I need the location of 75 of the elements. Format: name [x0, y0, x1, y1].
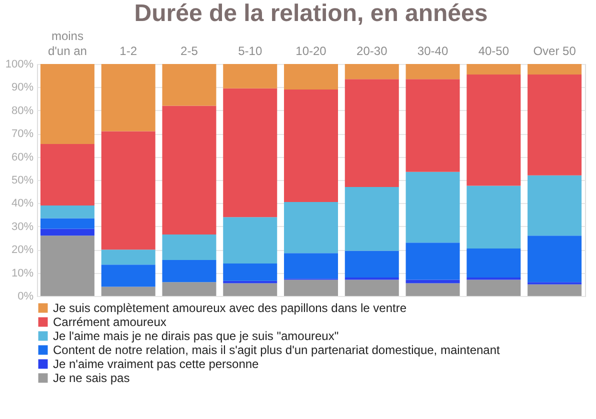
- legend-label: Carrément amoureux: [53, 315, 166, 329]
- bar: [344, 64, 399, 80]
- x-tick-label: Over 50: [533, 44, 576, 58]
- bar: [528, 64, 582, 74]
- x-tick-label: 1-2: [120, 44, 138, 58]
- bar: [284, 280, 338, 296]
- x-tick-label: 2-5: [180, 44, 198, 58]
- bar: [284, 253, 338, 279]
- legend-label: Je suis complètement amoureux avec des papillons dans le ventre: [53, 301, 407, 315]
- bar: [466, 64, 521, 74]
- y-tick-label: 30%: [11, 220, 34, 233]
- y-tick-label: 40%: [11, 198, 34, 210]
- bar: [406, 79, 460, 172]
- bar: [344, 186, 399, 251]
- bar: [406, 242, 460, 280]
- bar: [528, 175, 582, 236]
- chart-title: Durée de la relation, en années: [134, 0, 488, 27]
- y-tick-label: 70%: [11, 128, 34, 140]
- bar: [40, 64, 94, 144]
- legend-label: Je ne sais pas: [53, 371, 130, 385]
- y-tick-label: 10%: [11, 267, 34, 280]
- bar: [344, 79, 399, 187]
- x-tick-label: 10-20: [296, 44, 327, 58]
- bar: [162, 234, 216, 260]
- bar: [223, 264, 278, 281]
- bar: [40, 218, 94, 229]
- legend-label: Je l'aime mais je ne dirais pas que je suis "amoureux": [53, 329, 339, 343]
- bar: [466, 280, 521, 296]
- bar: [344, 280, 399, 296]
- bar: [284, 64, 338, 90]
- y-tick-label: 80%: [11, 104, 34, 117]
- bar: [101, 250, 156, 265]
- x-tick-label: 20-30: [356, 44, 388, 58]
- bar: [162, 64, 216, 106]
- x-tick-label: 30-40: [417, 44, 448, 58]
- bar: [162, 282, 216, 296]
- y-tick-label: 60%: [11, 151, 34, 164]
- bar: [223, 88, 278, 218]
- bar: [162, 106, 216, 235]
- bar: [223, 64, 278, 88]
- x-tick-label: 5-10: [238, 44, 262, 58]
- y-tick-label: 20%: [11, 244, 34, 256]
- bar: [466, 248, 521, 278]
- y-tick-label: 50%: [11, 174, 34, 186]
- bar: [162, 260, 216, 282]
- bar: [466, 74, 521, 186]
- bar: [40, 236, 94, 296]
- bar: [284, 202, 338, 254]
- bar: [528, 284, 582, 296]
- y-tick-label: 0%: [18, 290, 34, 302]
- legend-label: Content de notre relation, mais il s'agit plus d'un partenariat domestique, maintenant: [53, 343, 501, 357]
- bar: [528, 236, 582, 282]
- x-tick-label: moins d'un an: [48, 29, 87, 58]
- bar: [223, 283, 278, 296]
- x-tick-label: 40-50: [478, 44, 510, 58]
- bar: [101, 64, 156, 132]
- bar: [466, 277, 521, 280]
- y-tick-label: 90%: [11, 82, 34, 94]
- bar: [466, 186, 521, 248]
- bar: [406, 283, 460, 296]
- legend-label: Je n'aime vraiment pas cette personne: [53, 357, 260, 371]
- bar: [223, 217, 278, 264]
- bar: [406, 64, 460, 80]
- bar: [101, 131, 156, 250]
- bar: [344, 277, 399, 280]
- bar: [528, 74, 582, 176]
- y-tick-label: 100%: [5, 58, 34, 70]
- bar: [40, 228, 94, 236]
- bar: [344, 250, 399, 278]
- bar: [40, 206, 94, 218]
- bar: [101, 264, 156, 287]
- bar: [40, 144, 94, 206]
- bar: [101, 286, 156, 296]
- bar: [406, 172, 460, 243]
- bar: [284, 90, 338, 202]
